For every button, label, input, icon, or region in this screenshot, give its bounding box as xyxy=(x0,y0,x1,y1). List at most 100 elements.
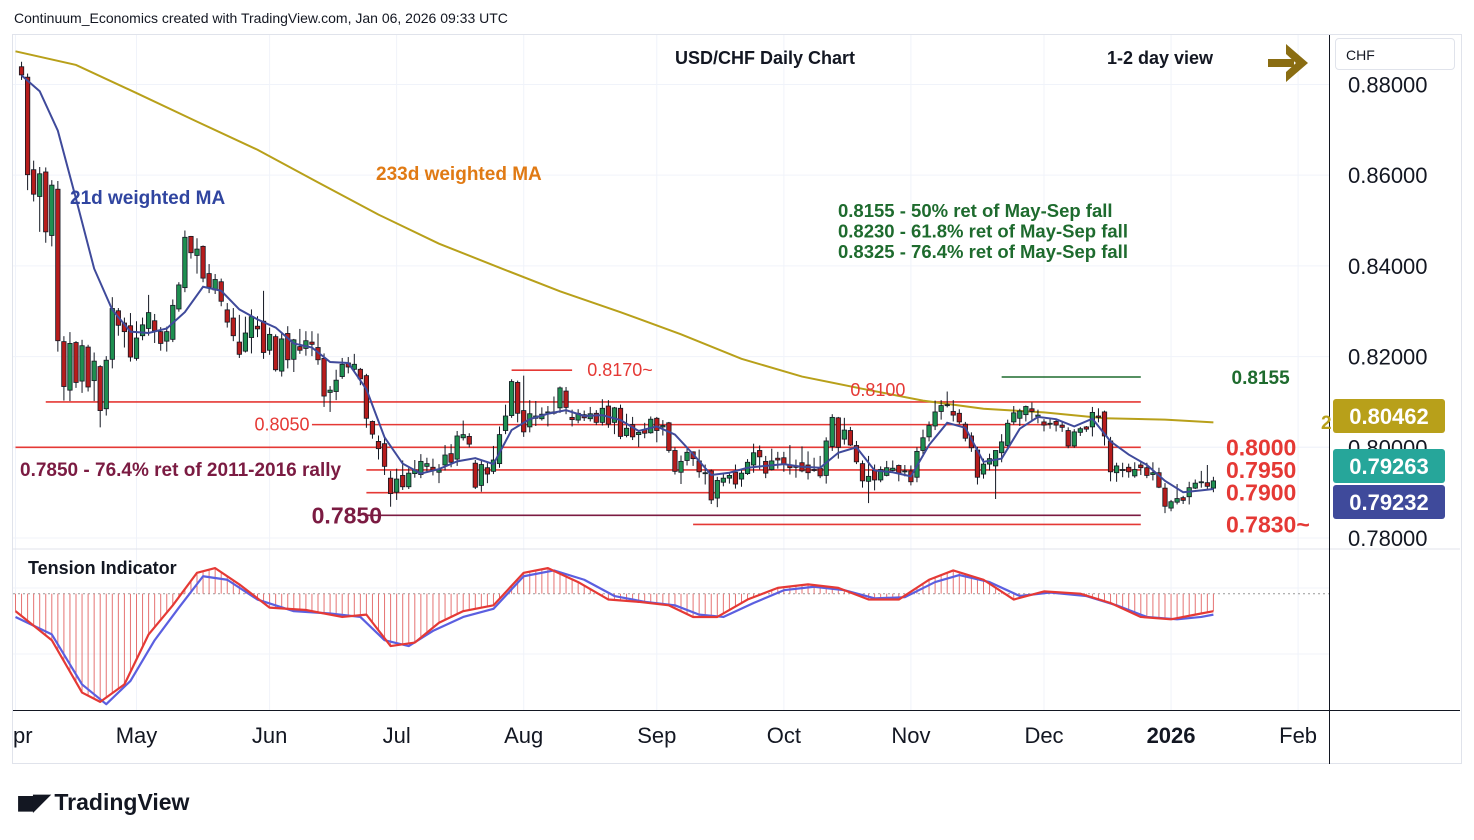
candle xyxy=(926,421,932,442)
time-tick-label: Jul xyxy=(383,723,411,748)
candle xyxy=(950,400,956,422)
candle-body xyxy=(182,236,188,289)
candle-body xyxy=(164,331,170,342)
candle-body xyxy=(630,424,636,438)
level-label-0.8170: 0.8170~ xyxy=(587,360,653,380)
time-tick-label: Feb xyxy=(1279,723,1317,748)
candle-body xyxy=(291,339,297,360)
candle-body xyxy=(932,411,938,427)
candle-body xyxy=(400,475,406,488)
candle-body xyxy=(1065,430,1071,447)
candle xyxy=(1011,406,1017,425)
candle xyxy=(466,433,472,448)
level-label-0.8000: 0.8000 xyxy=(1226,434,1296,460)
candle-body xyxy=(878,469,884,481)
candle xyxy=(152,313,158,343)
indicator-title: Tension Indicator xyxy=(28,558,177,578)
tradingview-wordmark: TradingView xyxy=(54,788,190,815)
candle-body xyxy=(1126,466,1132,473)
candle xyxy=(611,406,618,435)
candle-body xyxy=(835,417,841,448)
candle xyxy=(726,472,733,484)
candle-body xyxy=(896,465,902,474)
candle xyxy=(1029,402,1035,421)
level-label-0.7900: 0.7900 xyxy=(1226,480,1296,506)
candle-body xyxy=(67,343,73,391)
candle xyxy=(91,352,97,402)
candle-body xyxy=(97,366,103,411)
candle-body xyxy=(757,450,763,458)
candle-body xyxy=(1071,431,1077,447)
candle-body xyxy=(454,435,460,460)
ma21-label: 21d weighted MA xyxy=(70,188,225,209)
candle-body xyxy=(775,457,781,461)
candle-body xyxy=(1077,428,1083,433)
candle-body xyxy=(466,436,472,445)
candle-body xyxy=(950,411,956,416)
candle-body xyxy=(926,425,932,438)
candle xyxy=(1138,461,1144,475)
candle-body xyxy=(424,463,430,467)
candle-body xyxy=(266,333,273,351)
candle xyxy=(660,420,666,436)
time-tick-label: Dec xyxy=(1024,723,1063,748)
candle xyxy=(266,327,273,355)
candle-body xyxy=(369,421,376,435)
candle xyxy=(769,448,775,471)
candle-body xyxy=(714,480,720,499)
time-tick-label: Oct xyxy=(767,723,801,748)
candle xyxy=(236,314,242,358)
candle xyxy=(194,238,200,274)
candle-body xyxy=(321,358,327,397)
tradingview-logo[interactable]: ◼◤ TradingView xyxy=(16,788,189,816)
candle-body xyxy=(817,467,823,477)
candle-body xyxy=(726,475,733,479)
candle xyxy=(224,303,230,328)
price-badge-label: 0.80462 xyxy=(1349,404,1429,429)
candle xyxy=(738,468,745,487)
candle-body xyxy=(260,320,267,353)
candle-body xyxy=(648,418,654,434)
candle-body xyxy=(31,169,37,195)
candle xyxy=(158,327,164,351)
candle xyxy=(478,460,484,492)
price-tick-label: 0.82000 xyxy=(1348,345,1428,370)
candle-body xyxy=(515,382,521,414)
candle xyxy=(315,333,321,365)
candle xyxy=(1065,427,1071,449)
candle-body xyxy=(297,346,303,351)
currency-selector[interactable]: CHF xyxy=(1335,38,1455,70)
candle-body xyxy=(956,412,962,423)
candle-body xyxy=(1011,412,1017,423)
time-tick-label: Aug xyxy=(504,723,543,748)
candle-body xyxy=(666,422,672,451)
candle-body xyxy=(508,381,515,416)
candle-body xyxy=(702,472,708,475)
candle xyxy=(18,61,25,80)
candle xyxy=(884,460,890,477)
price-badge-0.80462: 0.80462 xyxy=(1333,399,1445,433)
price-tick-label: 0.78000 xyxy=(1348,526,1428,551)
candle xyxy=(1047,418,1053,429)
candle-body xyxy=(61,341,67,387)
price-badge-0.79263: 0.79263 xyxy=(1333,449,1445,483)
candle xyxy=(103,356,109,416)
candle xyxy=(363,373,370,428)
candle-body xyxy=(375,441,382,450)
candle-body xyxy=(1198,481,1204,484)
candle-body xyxy=(1059,424,1065,428)
candle xyxy=(557,386,563,413)
candle xyxy=(188,235,194,259)
candle xyxy=(775,451,781,469)
candle-body xyxy=(18,66,25,76)
candle-body xyxy=(1041,421,1047,426)
candle-body xyxy=(732,471,739,485)
candle xyxy=(1023,405,1029,422)
candle-body xyxy=(763,460,769,474)
candle-body xyxy=(1174,498,1180,503)
candle-body xyxy=(999,441,1005,454)
candle-body xyxy=(490,459,497,472)
arrow-right-icon xyxy=(1268,44,1308,82)
candle xyxy=(986,453,993,471)
